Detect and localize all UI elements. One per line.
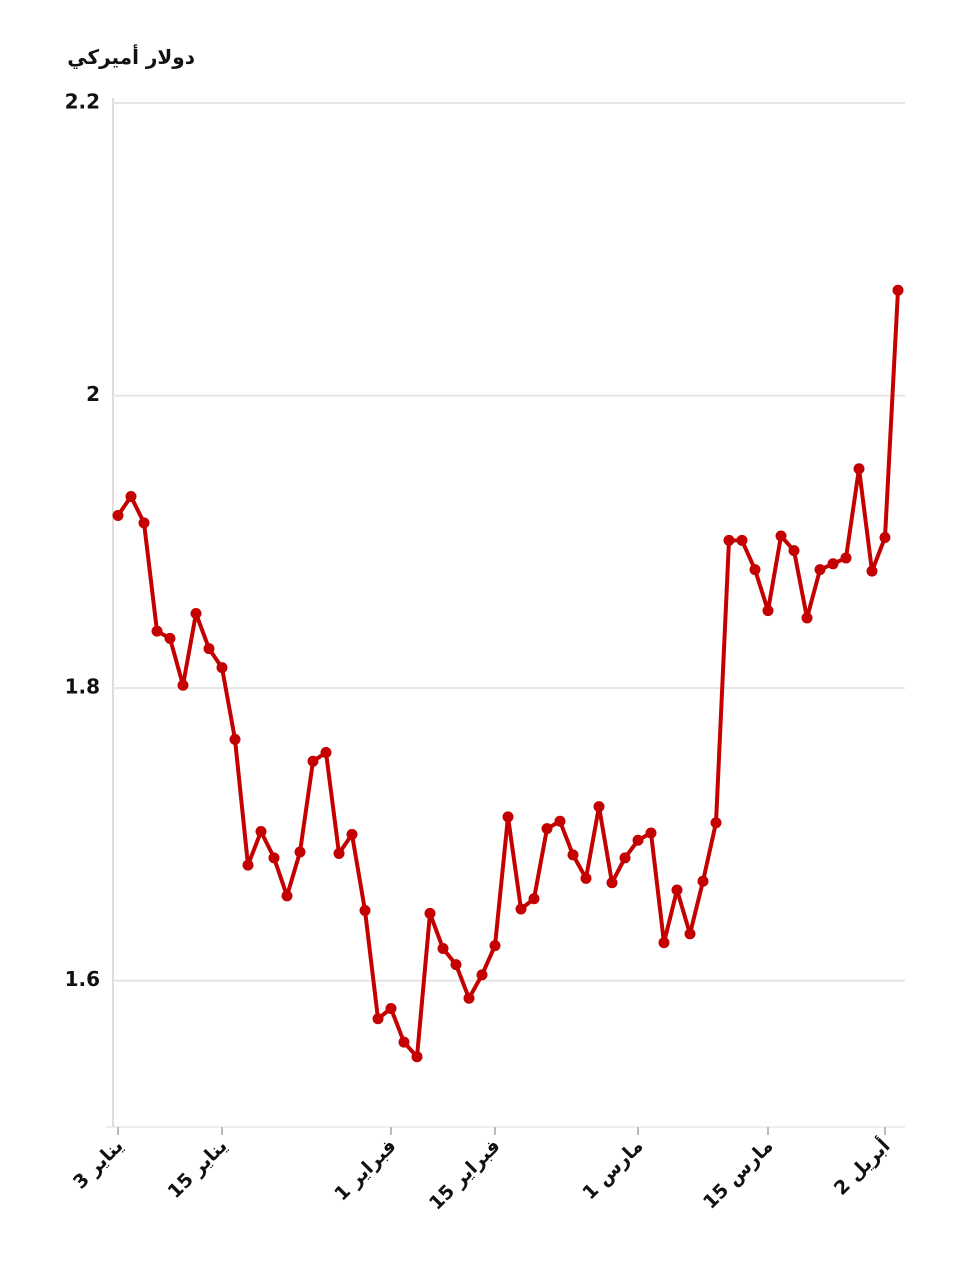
data-point <box>593 801 605 813</box>
data-point <box>138 517 150 529</box>
data-point <box>424 907 436 919</box>
data-point <box>112 510 124 522</box>
data-point <box>788 545 800 557</box>
data-point <box>892 284 904 296</box>
data-point <box>697 875 709 887</box>
data-point <box>268 852 280 864</box>
data-point <box>606 877 618 889</box>
data-point <box>450 959 462 971</box>
data-point <box>294 846 306 858</box>
data-point <box>580 872 592 884</box>
data-point <box>567 849 579 861</box>
data-point <box>177 679 189 691</box>
data-point <box>528 893 540 905</box>
data-point <box>164 632 176 644</box>
data-point <box>866 565 878 577</box>
data-point <box>281 890 293 902</box>
data-point <box>840 552 852 564</box>
data-point <box>736 534 748 546</box>
data-point <box>398 1036 410 1048</box>
y-tick-label: 1.6 <box>65 967 100 991</box>
y-tick-label: 1.8 <box>65 675 100 699</box>
data-point <box>619 852 631 864</box>
data-point <box>333 847 345 859</box>
x-tick-label: مارس 15 <box>699 1135 778 1214</box>
data-point <box>476 969 488 981</box>
data-line <box>116 290 900 1059</box>
data-point <box>125 491 137 503</box>
y-tick-label: 2.2 <box>65 90 100 114</box>
data-point <box>463 992 475 1004</box>
data-point <box>203 643 215 655</box>
data-point <box>359 904 371 916</box>
data-point <box>515 903 527 915</box>
x-tick-label: مارس 1 <box>578 1135 647 1204</box>
data-point <box>242 859 254 871</box>
x-tick-label: يناير 15 <box>164 1135 232 1203</box>
data-point <box>879 531 891 543</box>
y-axis-label: دولار أميركي <box>67 43 195 70</box>
data-point <box>437 943 449 955</box>
data-point <box>814 564 826 576</box>
data-point <box>411 1051 423 1063</box>
data-point <box>229 733 241 745</box>
data-point <box>307 755 319 767</box>
data-point <box>216 662 228 674</box>
data-point <box>632 834 644 846</box>
data-point <box>658 937 670 949</box>
data-point <box>723 534 735 546</box>
data-point <box>801 612 813 624</box>
data-point <box>541 823 553 835</box>
data-point <box>749 564 761 576</box>
data-point <box>385 1003 397 1015</box>
x-tick-label: أبريل 2 <box>828 1134 894 1200</box>
y-tick-label: 2 <box>86 382 100 406</box>
x-tick-label: يناير 3 <box>69 1135 128 1194</box>
data-point <box>502 811 514 823</box>
data-point <box>827 558 839 570</box>
data-point <box>151 625 163 637</box>
data-point <box>489 940 501 952</box>
data-point <box>372 1013 384 1025</box>
data-point <box>684 928 696 940</box>
data-point <box>853 463 865 475</box>
data-point <box>645 827 657 839</box>
data-point <box>775 530 787 542</box>
data-point <box>346 828 358 840</box>
data-point <box>255 826 267 838</box>
data-point <box>671 884 683 896</box>
data-point <box>762 605 774 617</box>
data-point <box>710 817 722 829</box>
data-point <box>320 747 332 759</box>
x-tick-label: فبراير 15 <box>425 1135 505 1215</box>
data-point <box>190 608 202 620</box>
x-tick-label: فبراير 1 <box>330 1135 400 1205</box>
data-point <box>554 815 566 827</box>
